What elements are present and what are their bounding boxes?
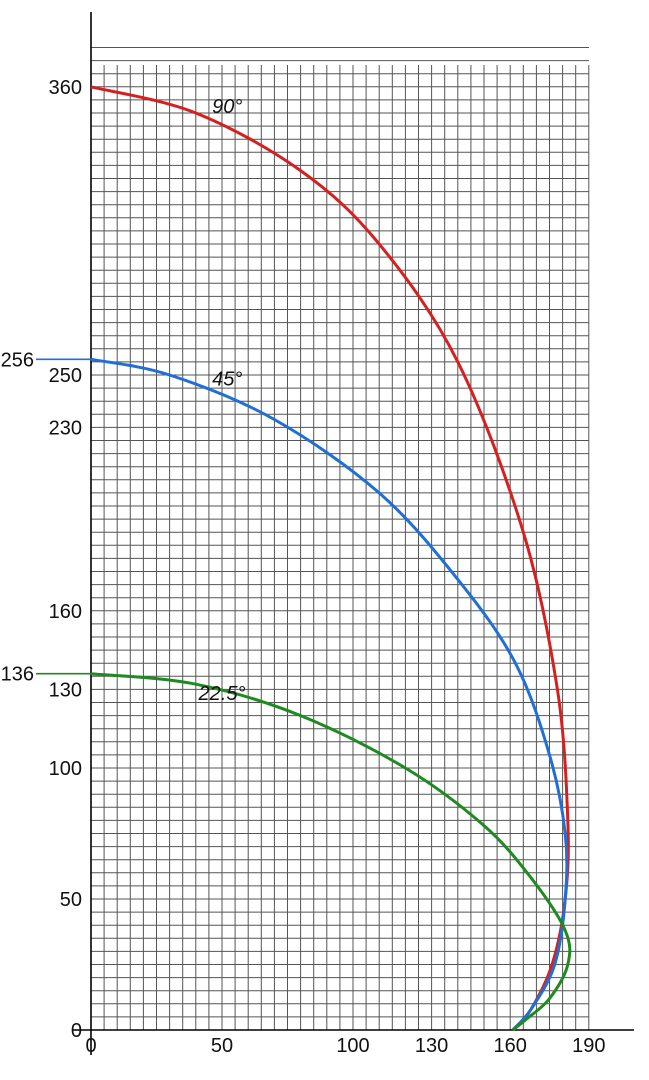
y-tick-label: 230 bbox=[49, 417, 82, 439]
series-line-1 bbox=[90, 357, 569, 1032]
series-lines bbox=[90, 85, 572, 1032]
y-tick-label: 256 bbox=[1, 349, 34, 371]
y-tick-label: 160 bbox=[49, 601, 82, 623]
y-tick-label: 100 bbox=[49, 758, 82, 780]
axes bbox=[72, 12, 634, 1055]
series-label-1: 45° bbox=[212, 368, 242, 390]
y-tick-label: 50 bbox=[60, 889, 82, 911]
x-tick-label: 160 bbox=[494, 1035, 527, 1057]
tick-labels: 0 50 100 130 160 190 0 50 100 130 136 160 230 250 256 3… bbox=[1, 77, 606, 1057]
y-tick-label: 360 bbox=[49, 77, 82, 99]
grid bbox=[90, 47, 590, 1031]
x-tick-label: 130 bbox=[415, 1035, 448, 1057]
x-tick-label: 50 bbox=[211, 1035, 233, 1057]
y-tick-label: 0 bbox=[71, 1020, 82, 1042]
x-tick-label: 100 bbox=[336, 1035, 369, 1057]
series-label-0: 90° bbox=[212, 96, 242, 118]
y-tick-label: 130 bbox=[49, 679, 82, 701]
y-tick-label: 136 bbox=[1, 664, 34, 686]
series-line-0 bbox=[90, 85, 570, 1032]
x-tick-label: 0 bbox=[85, 1035, 96, 1057]
y-tick-label: 250 bbox=[49, 365, 82, 387]
series-line-2 bbox=[90, 672, 572, 1032]
x-tick-label: 190 bbox=[572, 1035, 605, 1057]
series-label-2: 22.5° bbox=[198, 683, 246, 705]
